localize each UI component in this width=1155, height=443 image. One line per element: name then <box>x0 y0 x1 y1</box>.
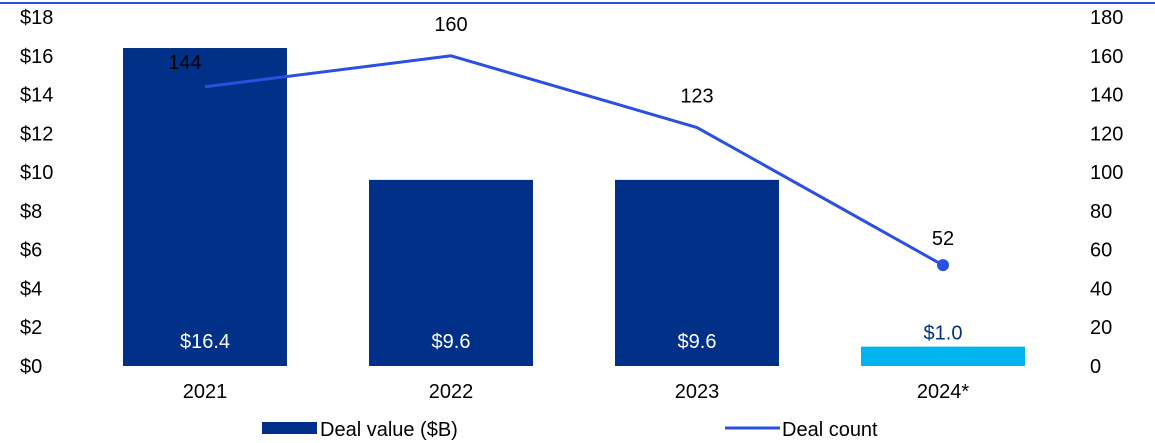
bar <box>861 346 1025 366</box>
x-tick-label: 2024* <box>917 381 969 403</box>
bar-data-labels: $16.4 $9.6 $9.6 $1.0 <box>180 323 963 353</box>
bar <box>615 179 779 366</box>
y-right-tick-label: 160 <box>1090 46 1123 68</box>
y-right-tick-label: 40 <box>1090 278 1112 300</box>
line-data-label: 160 <box>434 14 467 36</box>
y-left-tick-label: $8 <box>20 201 42 223</box>
bar-series <box>123 48 1025 367</box>
y-left-tick-label: $4 <box>20 278 42 300</box>
y-right-tick-label: 100 <box>1090 162 1123 184</box>
x-tick-label: 2021 <box>183 381 228 403</box>
legend: Deal value ($B) Deal count <box>262 419 878 441</box>
right-axis: 0 20 40 60 80 100 120 140 160 180 <box>1090 7 1123 378</box>
y-left-tick-label: $2 <box>20 317 42 339</box>
x-tick-label: 2023 <box>675 381 720 403</box>
legend-label-deal-value: Deal value ($B) <box>320 419 458 441</box>
deal-count-line <box>204 54 944 267</box>
line-end-marker <box>937 259 949 272</box>
bar-data-label: $16.4 <box>180 331 230 353</box>
line-data-label: 52 <box>932 228 954 250</box>
x-axis: 2021 2022 2023 2024* <box>183 381 970 403</box>
line-data-labels: 144 160 123 52 <box>168 14 954 250</box>
y-right-tick-label: 80 <box>1090 201 1112 223</box>
line-data-label: 123 <box>680 86 713 108</box>
legend-label-deal-count: Deal count <box>782 419 878 441</box>
y-right-tick-label: 180 <box>1090 7 1123 29</box>
bar <box>123 48 287 367</box>
y-left-tick-label: $12 <box>20 123 53 145</box>
line-data-label: 144 <box>168 52 201 74</box>
y-right-tick-label: 20 <box>1090 317 1112 339</box>
left-axis: $0 $2 $4 $6 $8 $10 $12 $14 $16 $18 <box>20 7 53 378</box>
y-left-tick-label: $18 <box>20 7 53 29</box>
x-tick-label: 2022 <box>429 381 474 403</box>
y-right-tick-label: 60 <box>1090 240 1112 262</box>
y-left-tick-label: $6 <box>20 240 42 262</box>
y-right-tick-label: 140 <box>1090 85 1123 107</box>
bar-data-label: $1.0 <box>924 323 963 345</box>
line-series <box>204 54 949 272</box>
bar <box>369 179 533 366</box>
legend-swatch-deal-value <box>262 422 317 434</box>
bar-data-label: $9.6 <box>678 331 717 353</box>
y-left-tick-label: $0 <box>20 356 42 378</box>
y-left-tick-label: $14 <box>20 85 53 107</box>
bar-data-label: $9.6 <box>432 331 471 353</box>
y-left-tick-label: $16 <box>20 46 53 68</box>
y-right-tick-label: 120 <box>1090 123 1123 145</box>
y-left-tick-label: $10 <box>20 162 53 184</box>
y-right-tick-label: 0 <box>1090 356 1101 378</box>
